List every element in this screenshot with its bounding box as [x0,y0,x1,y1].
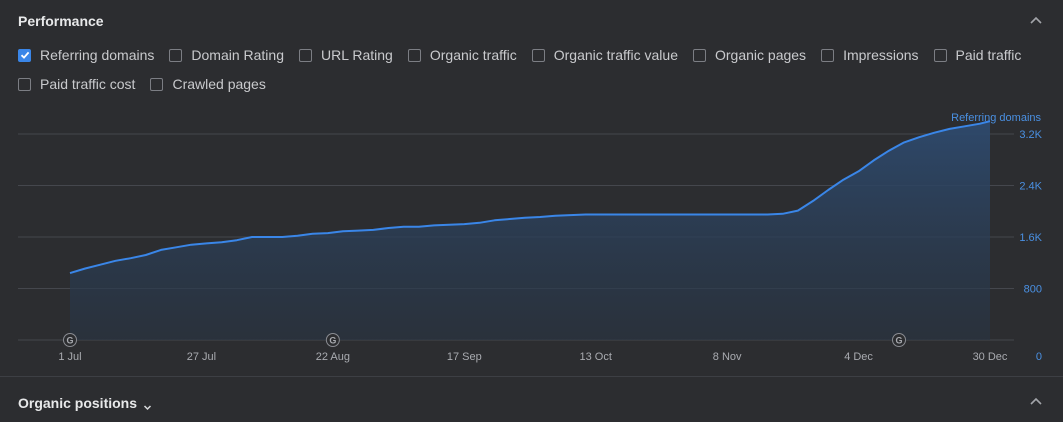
x-tick-label: 22 Aug [316,351,350,363]
checkbox[interactable] [150,77,164,91]
checkbox[interactable] [299,48,312,62]
checkbox[interactable] [693,48,706,62]
metric-option-label: Paid traffic cost [40,76,136,92]
metric-option-url-rating[interactable]: URL Rating [299,47,393,63]
series-area-referring-domains [70,121,990,340]
metric-option-label: URL Rating [321,47,393,63]
metric-option-crawled-pages[interactable]: Crawled pages [150,76,266,92]
y-tick-label: 2.4K [1019,181,1042,193]
metric-option-paid-traffic[interactable]: Paid traffic [933,47,1022,63]
checkbox[interactable] [821,48,835,62]
collapse-organic-positions-icon[interactable] [1029,395,1043,409]
google-update-marker-label: G [329,336,336,346]
organic-positions-header[interactable]: Organic positions [18,395,152,411]
google-update-marker [63,333,77,347]
y-tick-label: 1.6K [1019,232,1042,244]
performance-panel: Performance Referring domains Domain Rati… [0,13,1063,370]
performance-chart: Referring domains 0 800 1.6K 2.4K 3.2K 1 Jul 27… [0,108,1063,370]
metric-option-organic-traffic-value[interactable]: Organic traffic value [531,47,678,63]
x-tick-label: 1 Jul [58,351,81,363]
series-line-referring-domains [69,120,991,275]
y-tick-label: 800 [1024,284,1042,296]
y-tick-label: 0 [1036,351,1042,363]
x-tick-label: 17 Sep [447,351,482,363]
metric-option-domain-rating[interactable]: Domain Rating [169,47,284,63]
chevron-down-icon [143,399,152,410]
performance-title: Performance [18,13,104,29]
metric-option-organic-pages[interactable]: Organic pages [693,47,806,63]
metric-option-organic-traffic[interactable]: Organic traffic [407,47,517,63]
metric-option-impressions[interactable]: Impressions [821,47,919,63]
section-divider [0,376,1063,377]
metric-option-referring-domains[interactable]: Referring domains [18,47,154,63]
organic-positions-title: Organic positions [18,395,138,411]
metric-option-label: Organic traffic value [553,47,678,63]
metric-options-row-2: Paid traffic cost Crawled pages [18,74,281,94]
metric-option-label: Organic pages [715,47,807,63]
x-tick-label: 27 Jul [187,351,216,363]
google-update-marker [892,333,907,347]
x-tick-label: 30 Dec [973,351,1008,363]
x-tick-label: 8 Nov [713,351,742,363]
checkbox[interactable] [18,77,31,91]
metric-option-label: Impressions [843,47,919,63]
chart-svg: Referring domains 0 800 1.6K 2.4K 3.2K 1 Jul 27… [18,112,1043,363]
google-update-marker-label: G [66,336,73,346]
metric-option-label: Domain Rating [191,47,284,63]
y-tick-label: 3.2K [1019,129,1042,141]
checkbox[interactable] [531,48,545,62]
google-update-marker [325,333,340,347]
metric-option-label: Organic traffic [429,47,517,63]
metric-option-label: Referring domains [40,47,155,63]
checkbox[interactable] [18,48,31,62]
checkbox[interactable] [407,48,421,62]
checkbox[interactable] [933,48,947,62]
metric-options-row-1: Referring domains Domain Rating URL Rating… [18,45,1036,65]
metric-option-label: Crawled pages [172,76,266,92]
x-tick-label: 4 Dec [844,351,873,363]
x-tick-label: 13 Oct [580,351,612,363]
metric-option-paid-traffic-cost[interactable]: Paid traffic cost [18,76,135,92]
y-axis-series-label: Referring domains [951,112,1041,124]
collapse-performance-icon[interactable] [1029,14,1043,28]
google-update-marker-label: G [896,336,903,346]
metric-option-label: Paid traffic [955,47,1022,63]
checkbox[interactable] [169,48,183,62]
